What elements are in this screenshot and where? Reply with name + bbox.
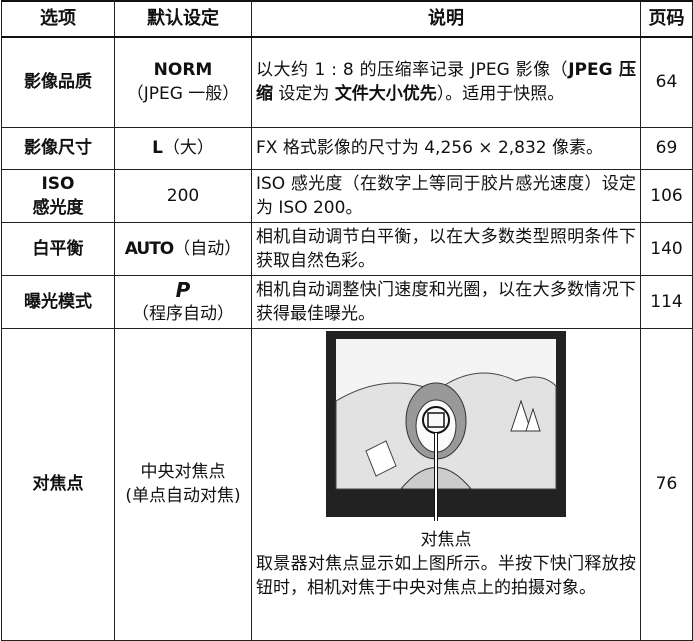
- default-text: AUTO: [124, 238, 174, 259]
- option: 影像品质: [1, 36, 115, 128]
- default: NORM （JPEG 一般）: [114, 36, 252, 128]
- option: 曝光模式: [1, 274, 115, 329]
- default-text: 200: [166, 185, 200, 206]
- default-text: （程序自动）: [132, 303, 234, 324]
- header-row: 选项 默认设定 说明 页码: [1, 0, 693, 38]
- page-number: 106: [640, 168, 693, 223]
- option: ISO 感光度: [1, 168, 115, 223]
- bold-text: 文件大小优先: [334, 84, 437, 105]
- row: 白平衡 AUTO（自动） 相机自动调节白平衡，以在大多数类型照明条件下获取自然色…: [1, 221, 693, 276]
- default-text: (单点自动对焦): [125, 486, 241, 506]
- option-text: 影像尺寸: [24, 138, 92, 158]
- default: P （程序自动）: [114, 274, 252, 329]
- table-body: 影像品质 NORM （JPEG 一般） 以大约 1 : 8 的压缩率记录 JPEG…: [1, 36, 693, 641]
- text: 相机自动调整快门速度和光圈，以在大多数情况下获得最佳曝光。: [256, 279, 636, 324]
- description-text: 取景器对焦点显示如上图所示。半按下快门释放按钮时，相机对焦于中央对焦点上的拍摄对…: [256, 552, 636, 600]
- default: L（大）: [114, 126, 252, 170]
- row: 影像品质 NORM （JPEG 一般） 以大约 1 : 8 的压缩率记录 JPEG…: [1, 36, 693, 128]
- description: ISO 感光度（在数字上等同于胶片感光速度）设定为 ISO 200。: [251, 168, 641, 223]
- header-cell: 说明: [251, 0, 641, 38]
- default-text: 中央对焦点: [140, 462, 226, 482]
- header-cell: 页码: [640, 0, 693, 38]
- option-text: 影像品质: [24, 72, 92, 93]
- option: 对焦点: [1, 327, 115, 641]
- text: ）。适用于快照。: [436, 84, 565, 105]
- text: 相机自动调节白平衡，以在大多数类型照明条件下获取自然色彩。: [256, 226, 636, 271]
- figure: 对焦点: [256, 330, 636, 552]
- default-text: （自动）: [173, 238, 242, 259]
- option-text: ISO: [41, 173, 75, 194]
- row: 对焦点 中央对焦点 (单点自动对焦) 对焦点 取景器对焦点显示如上图所示。半按下快…: [1, 327, 693, 641]
- option: 影像尺寸: [1, 126, 115, 170]
- option: 白平衡: [1, 221, 115, 276]
- page-number: 114: [640, 274, 693, 329]
- default: 中央对焦点 (单点自动对焦): [114, 327, 252, 641]
- description: 对焦点 取景器对焦点显示如上图所示。半按下快门释放按钮时，相机对焦于中央对焦点上…: [251, 327, 641, 641]
- row: ISO 感光度 200 ISO 感光度（在数字上等同于胶片感光速度）设定为 ISO…: [1, 168, 693, 223]
- row: 曝光模式 P （程序自动） 相机自动调整快门速度和光圈，以在大多数情况下获得最佳曝…: [1, 274, 693, 329]
- page-number: 69: [640, 126, 693, 170]
- text: ISO 感光度（在数字上等同于胶片感光速度）设定为 ISO 200。: [256, 173, 636, 218]
- description: 以大约 1 : 8 的压缩率记录 JPEG 影像（JPEG 压缩 设定为 文件大…: [251, 36, 641, 128]
- text: FX 格式影像的尺寸为 4,256 × 2,832 像素。: [256, 138, 604, 158]
- default-text: （大）: [162, 138, 214, 158]
- option-text: 曝光模式: [24, 291, 92, 312]
- description: 相机自动调整快门速度和光圈，以在大多数情况下获得最佳曝光。: [251, 274, 641, 329]
- row: 影像尺寸 L（大） FX 格式影像的尺寸为 4,256 × 2,832 像素。 …: [1, 126, 693, 170]
- default-text: P: [175, 277, 191, 302]
- text: 取景器对焦点显示如上图所示。半按下快门释放按钮时，相机对焦于中央对焦点上的拍摄对…: [256, 553, 636, 598]
- default-text: NORM: [153, 60, 213, 81]
- default: AUTO（自动）: [114, 221, 252, 276]
- text: 设定为: [273, 84, 335, 105]
- option-text: 对焦点: [32, 474, 84, 494]
- option-text: 白平衡: [32, 238, 84, 259]
- text: 以大约 1 : 8 的压缩率记录 JPEG 影像（: [256, 60, 569, 81]
- default-text: L: [152, 138, 163, 158]
- page-number: 76: [640, 327, 693, 641]
- header-cell: 选项: [1, 0, 115, 38]
- header-cell: 默认设定: [114, 0, 252, 38]
- default-text: （JPEG 一般）: [126, 84, 240, 105]
- default: 200: [114, 168, 252, 223]
- option-text: 感光度: [32, 197, 84, 218]
- figure-caption: 对焦点: [420, 529, 472, 550]
- page-number: 64: [640, 36, 693, 128]
- page-number: 140: [640, 221, 693, 276]
- description: 相机自动调节白平衡，以在大多数类型照明条件下获取自然色彩。: [251, 221, 641, 276]
- viewfinder-illustration: [326, 330, 566, 521]
- bold-text: JPEG 压缩: [256, 60, 636, 105]
- description: FX 格式影像的尺寸为 4,256 × 2,832 像素。: [251, 126, 641, 170]
